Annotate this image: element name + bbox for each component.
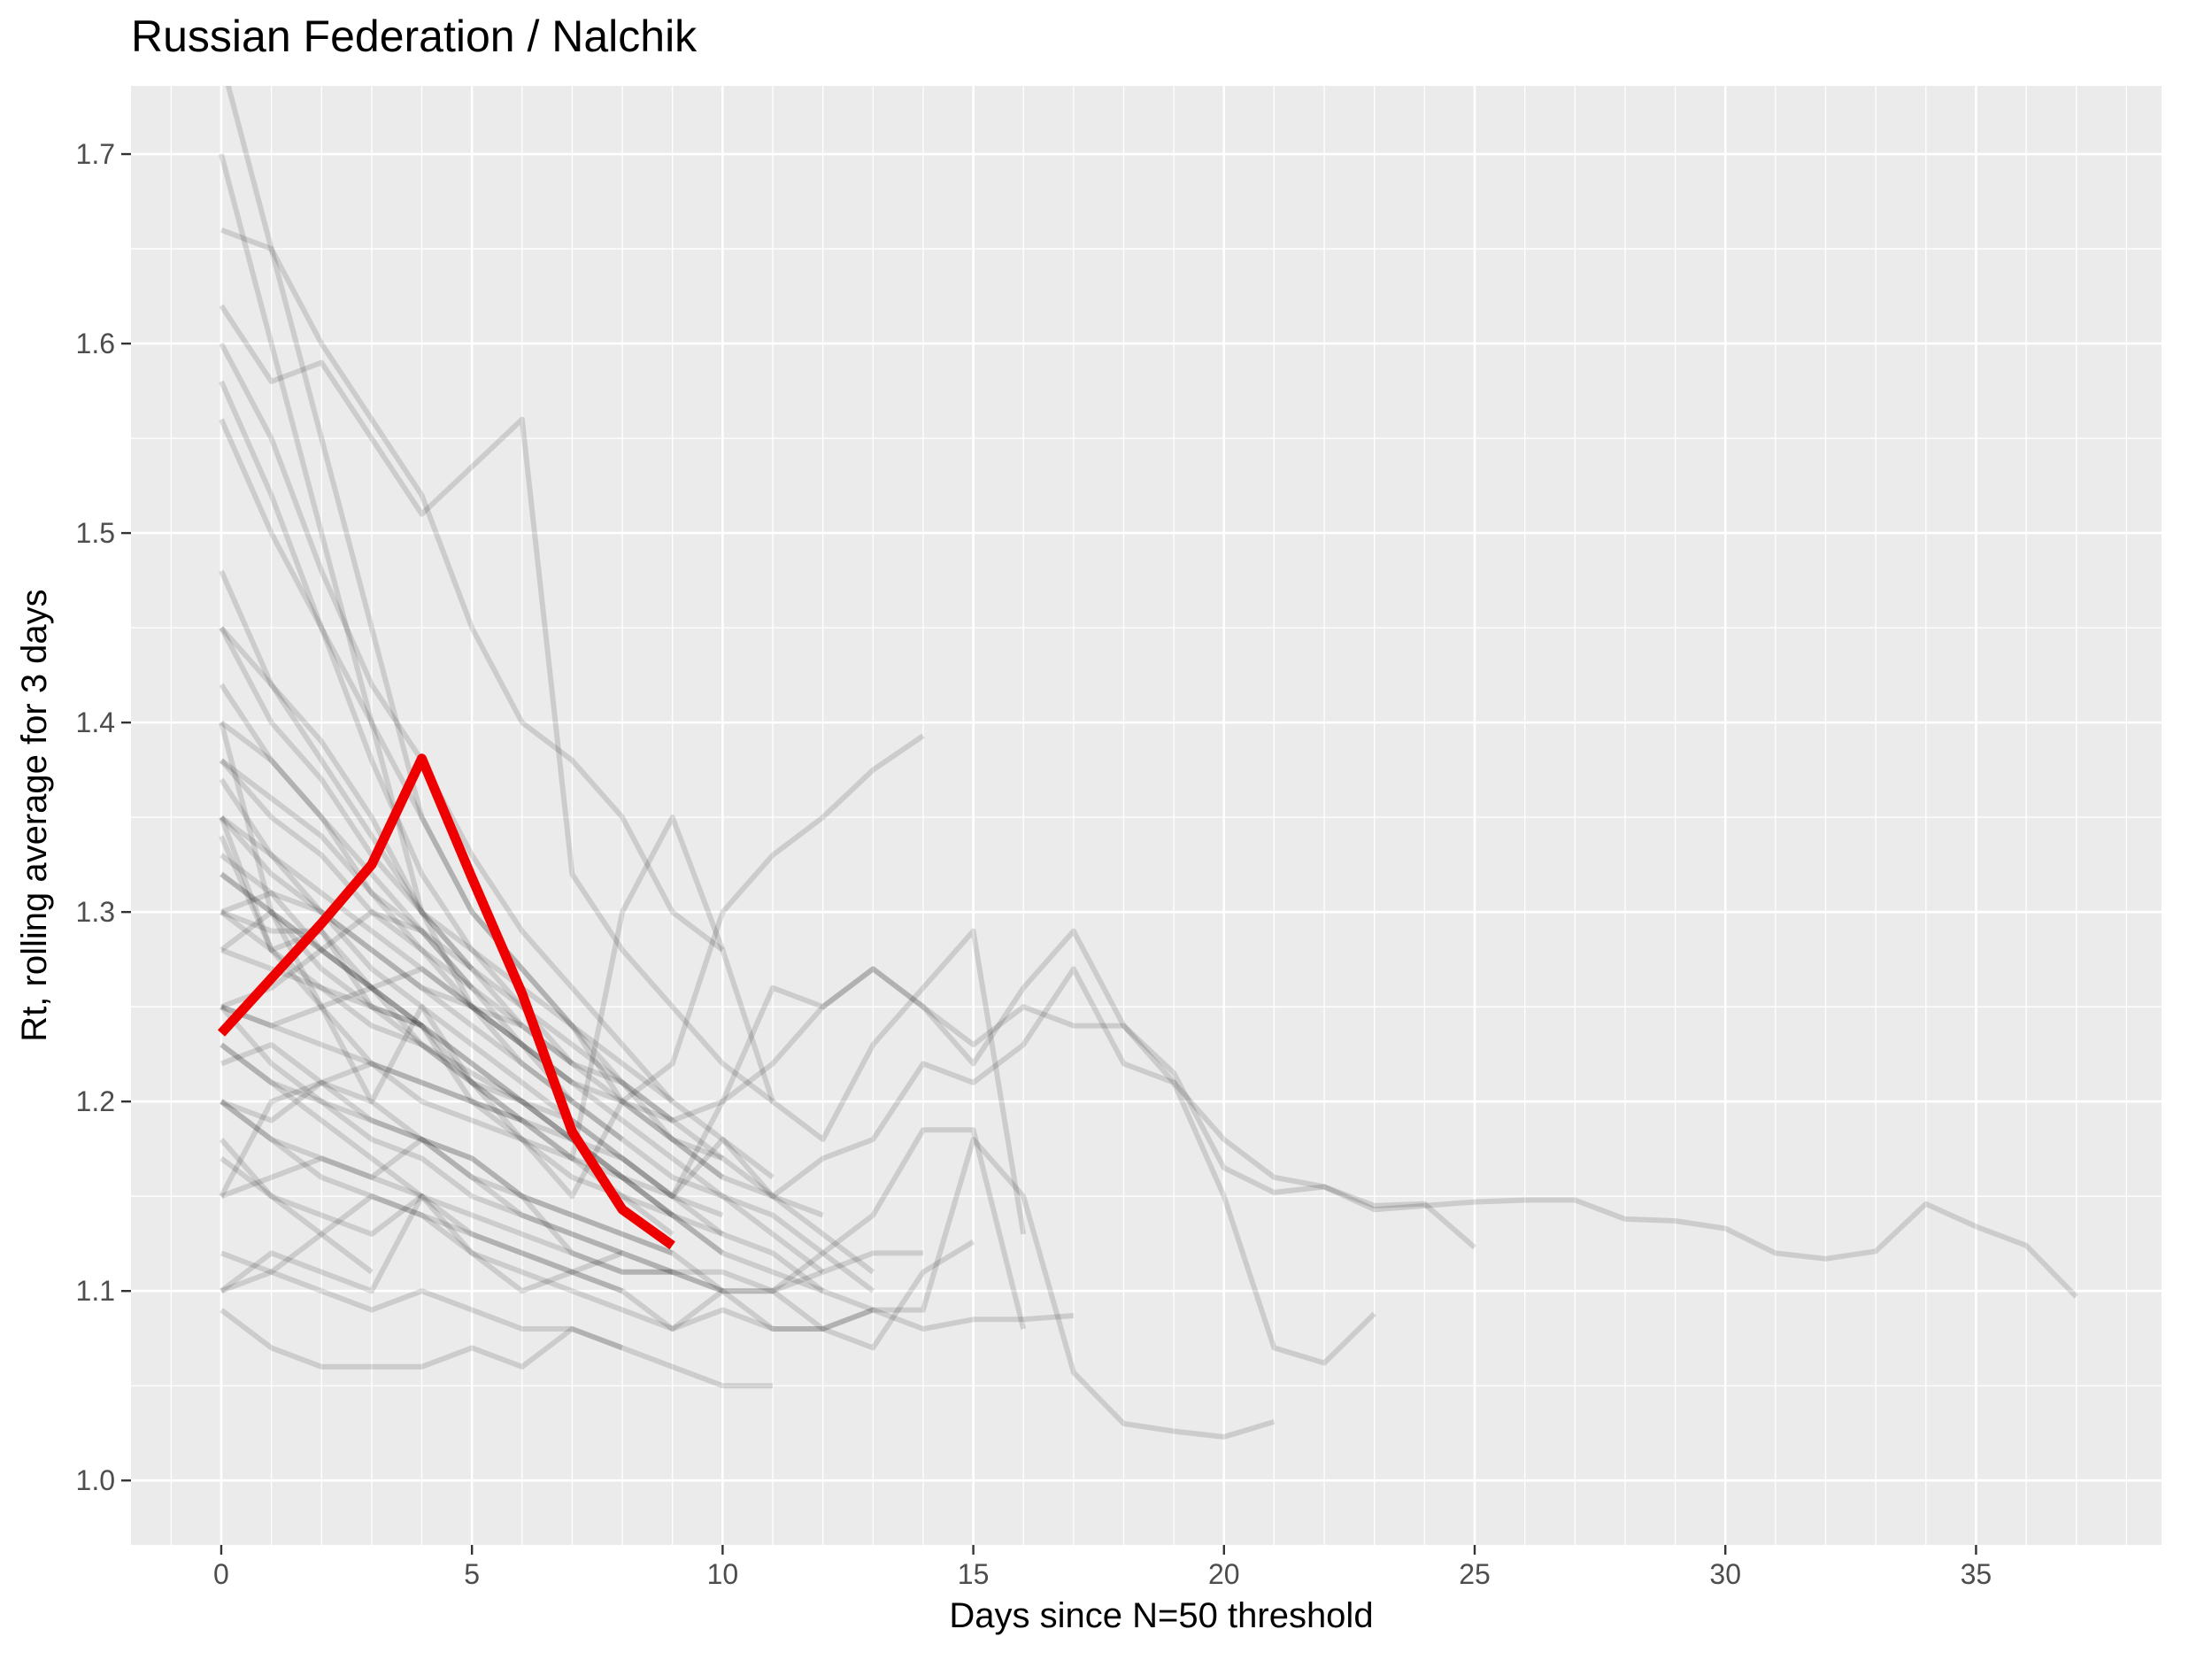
highlight-series-group — [217, 753, 675, 1250]
background-series-line — [220, 1042, 875, 1313]
background-series-line — [220, 909, 875, 1275]
x-tick-label: 0 — [213, 1558, 229, 1590]
background-series-line — [219, 569, 725, 1161]
background-series-line — [219, 153, 875, 1293]
y-tick-label: 1.4 — [76, 706, 115, 738]
background-series-line — [219, 815, 1027, 1235]
y-tick-label: 1.1 — [76, 1275, 115, 1307]
highlight-series-line — [217, 753, 675, 1250]
background-series-line — [220, 1042, 1276, 1440]
plot-panel — [131, 86, 2162, 1545]
x-tick-label: 25 — [1459, 1558, 1491, 1590]
x-tick-label: 15 — [958, 1558, 990, 1590]
y-axis-title: Rt, rolling average for 3 days — [15, 589, 54, 1041]
background-series-line — [220, 1193, 1075, 1332]
background-series-line — [220, 720, 574, 1104]
background-series-line — [219, 835, 2078, 1299]
background-series-line — [220, 1004, 523, 1123]
y-tick-label: 1.3 — [76, 896, 115, 928]
y-tick-label: 1.0 — [76, 1464, 115, 1496]
y-axis: 1.0 1.1 1.2 1.3 1.4 1.5 1.6 1.7 — [76, 138, 131, 1496]
chart-title: Russian Federation / Nalchik — [131, 12, 698, 61]
background-series-line — [219, 1138, 975, 1351]
background-series-line — [219, 758, 825, 1275]
background-series-line — [220, 909, 1376, 1366]
background-series-line — [219, 683, 725, 1180]
background-series-line — [219, 418, 674, 1123]
x-tick-label: 20 — [1208, 1558, 1240, 1590]
background-series-line — [220, 1155, 673, 1275]
y-tick-label: 1.7 — [76, 138, 115, 170]
grid-minor — [131, 86, 2162, 1545]
x-axis-title: Days since N=50 threshold — [949, 1596, 1373, 1635]
background-series-line — [220, 853, 424, 1028]
background-series-line — [220, 1099, 1027, 1330]
background-series-line — [220, 227, 725, 953]
background-series-line — [220, 815, 574, 1085]
background-series-line — [219, 1079, 923, 1294]
x-axis: 0 5 10 15 20 25 30 35 — [213, 1545, 1992, 1590]
background-series-line — [220, 758, 474, 990]
background-series-line — [219, 722, 925, 1200]
x-tick-label: 5 — [464, 1558, 480, 1590]
background-series-line — [220, 1156, 374, 1275]
background-series-line — [220, 1193, 724, 1294]
background-series-line — [225, 86, 824, 1218]
background-series-line — [220, 1099, 624, 1294]
background-series-line — [220, 1308, 773, 1389]
background-series-group — [219, 86, 2078, 1440]
background-series-line — [220, 1042, 424, 1199]
grid-major — [131, 86, 2162, 1545]
background-series-line — [220, 909, 725, 1255]
y-tick-label: 1.2 — [76, 1085, 115, 1117]
background-series-line — [219, 304, 775, 1104]
background-series-line — [220, 1079, 674, 1256]
background-series-line — [220, 984, 724, 1218]
background-series-line — [220, 871, 674, 1217]
background-series-line — [219, 626, 775, 1180]
y-tick-label: 1.6 — [76, 328, 115, 359]
y-tick-label: 1.5 — [76, 517, 115, 549]
background-series-line — [219, 815, 725, 1237]
x-tick-label: 10 — [707, 1558, 739, 1590]
background-series-line — [220, 890, 523, 1029]
x-tick-label: 35 — [1961, 1558, 1992, 1590]
background-series-line — [220, 871, 1476, 1250]
background-series-line — [219, 1005, 624, 1256]
background-series-line — [220, 1250, 624, 1351]
background-series-line — [219, 626, 474, 971]
background-series-line — [220, 909, 824, 1294]
x-tick-label: 30 — [1709, 1558, 1741, 1590]
